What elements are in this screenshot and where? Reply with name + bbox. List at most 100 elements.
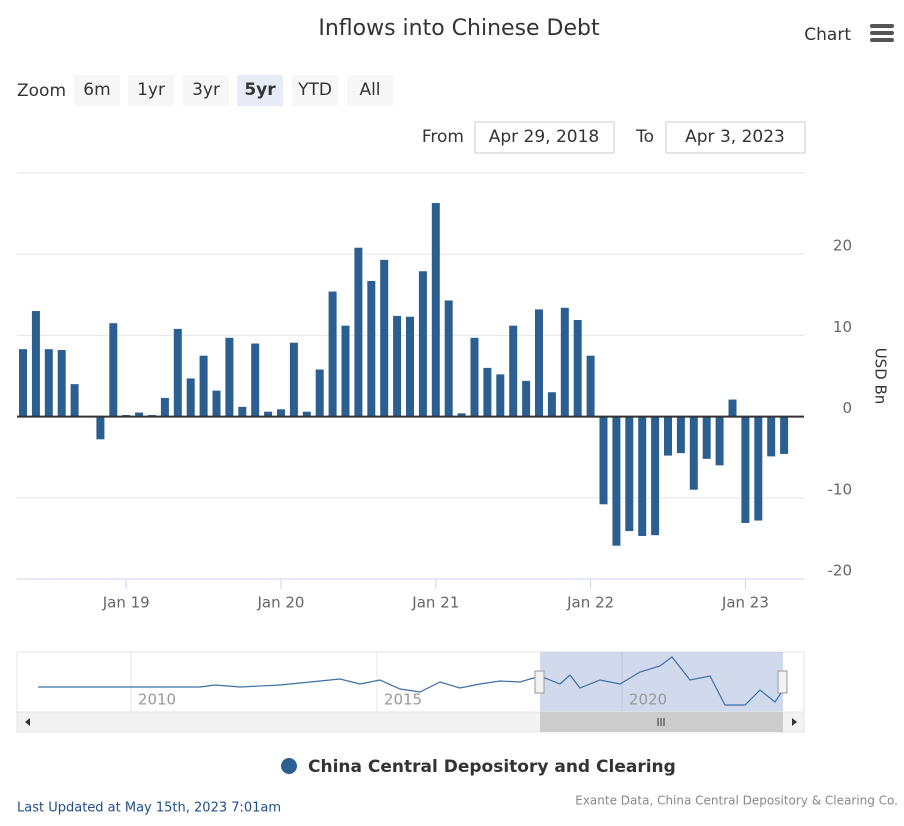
x-tick-label: Jan 22 — [566, 594, 614, 612]
bar — [380, 259, 389, 417]
bar — [160, 397, 169, 417]
bar — [96, 416, 105, 440]
bar — [522, 380, 531, 417]
from-label: From — [422, 127, 464, 147]
bar — [509, 325, 518, 417]
to-input[interactable] — [665, 121, 806, 154]
bar — [354, 247, 363, 417]
bar — [431, 203, 440, 417]
last-updated: Last Updated at May 15th, 2023 7:01am — [17, 801, 281, 816]
x-tick-label: Jan 23 — [721, 594, 769, 612]
bar — [212, 390, 221, 417]
bar — [199, 355, 208, 417]
bar — [406, 316, 414, 417]
bar — [302, 411, 311, 417]
bar — [186, 378, 195, 417]
bar — [664, 416, 672, 456]
zoom-button-label[interactable]: 1yr — [137, 80, 165, 100]
bar — [715, 416, 724, 466]
bar — [483, 367, 492, 417]
bar — [264, 411, 273, 417]
zoom-button[interactable] — [347, 75, 393, 106]
bar — [625, 416, 634, 532]
legend-label[interactable]: China Central Depository and Clearing — [308, 757, 676, 777]
bar — [225, 337, 234, 417]
x-tick-label: Jan 19 — [102, 594, 150, 612]
bar — [31, 311, 40, 417]
bar — [315, 369, 324, 417]
from-value[interactable]: Apr 29, 2018 — [489, 127, 600, 147]
y-tick-label: -10 — [828, 480, 853, 498]
zoom-button-label[interactable]: 5yr — [244, 80, 276, 100]
zoom-button-label[interactable]: YTD — [297, 80, 332, 100]
zoom-button-label[interactable]: 3yr — [192, 80, 220, 100]
credits[interactable]: Exante Data, China Central Depository & … — [575, 794, 898, 808]
bar — [470, 337, 479, 417]
navigator-label: 2015 — [384, 691, 422, 709]
bar — [277, 409, 285, 417]
y-tick-label: 0 — [842, 399, 852, 417]
y-tick-label: -20 — [828, 562, 853, 580]
bar — [328, 291, 337, 417]
navigator-label: 2020 — [629, 691, 667, 709]
y-axis-title: USD Bn — [872, 348, 890, 405]
menu-icon[interactable] — [870, 24, 894, 42]
bar — [780, 416, 789, 454]
bar — [393, 315, 402, 417]
bar — [535, 309, 543, 417]
zoom-button-label[interactable]: All — [359, 80, 380, 100]
bar — [418, 271, 427, 417]
navigator-label: 2010 — [138, 691, 176, 709]
bar — [367, 280, 376, 417]
bar — [612, 416, 621, 546]
zoom-button[interactable] — [292, 75, 338, 106]
bar — [70, 384, 79, 417]
bar — [767, 416, 776, 457]
y-tick-label: 20 — [833, 237, 852, 255]
bar — [586, 355, 595, 417]
to-label: To — [635, 127, 654, 147]
zoom-button[interactable] — [237, 75, 283, 106]
bar — [638, 416, 647, 536]
x-tick-label: Jan 20 — [257, 594, 305, 612]
scrollbar[interactable] — [16, 711, 805, 733]
bar — [496, 374, 505, 417]
bar — [676, 416, 685, 454]
bar — [702, 416, 711, 459]
from-input[interactable] — [474, 121, 615, 154]
bar — [135, 412, 144, 417]
bar — [547, 392, 556, 417]
zoom-label: Zoom — [17, 81, 66, 101]
y-tick-label: 10 — [833, 318, 852, 336]
bar — [728, 399, 737, 417]
bar — [560, 307, 569, 417]
zoom-button[interactable] — [74, 75, 120, 106]
bar — [341, 325, 350, 417]
zoom-button[interactable] — [183, 75, 229, 106]
bar — [444, 300, 453, 417]
bar — [754, 416, 763, 521]
bar — [599, 416, 608, 505]
x-tick-label: Jan 21 — [411, 594, 459, 612]
chart-title: Inflows into Chinese Debt — [318, 16, 600, 41]
bar — [238, 406, 247, 417]
bar — [289, 342, 298, 417]
bar — [44, 349, 53, 417]
bar — [57, 350, 66, 417]
zoom-button[interactable] — [128, 75, 174, 106]
to-value[interactable]: Apr 3, 2023 — [685, 127, 785, 147]
legend-symbol[interactable] — [281, 758, 297, 774]
bar — [19, 349, 27, 417]
bar — [651, 416, 660, 536]
bar — [741, 416, 750, 523]
zoom-button-label[interactable]: 6m — [83, 80, 110, 100]
bar — [109, 323, 118, 417]
bar — [689, 416, 698, 490]
menu-label[interactable]: Chart — [804, 25, 851, 45]
bar — [457, 413, 466, 417]
bar — [573, 319, 582, 417]
bar — [173, 328, 182, 417]
bar — [251, 343, 260, 417]
